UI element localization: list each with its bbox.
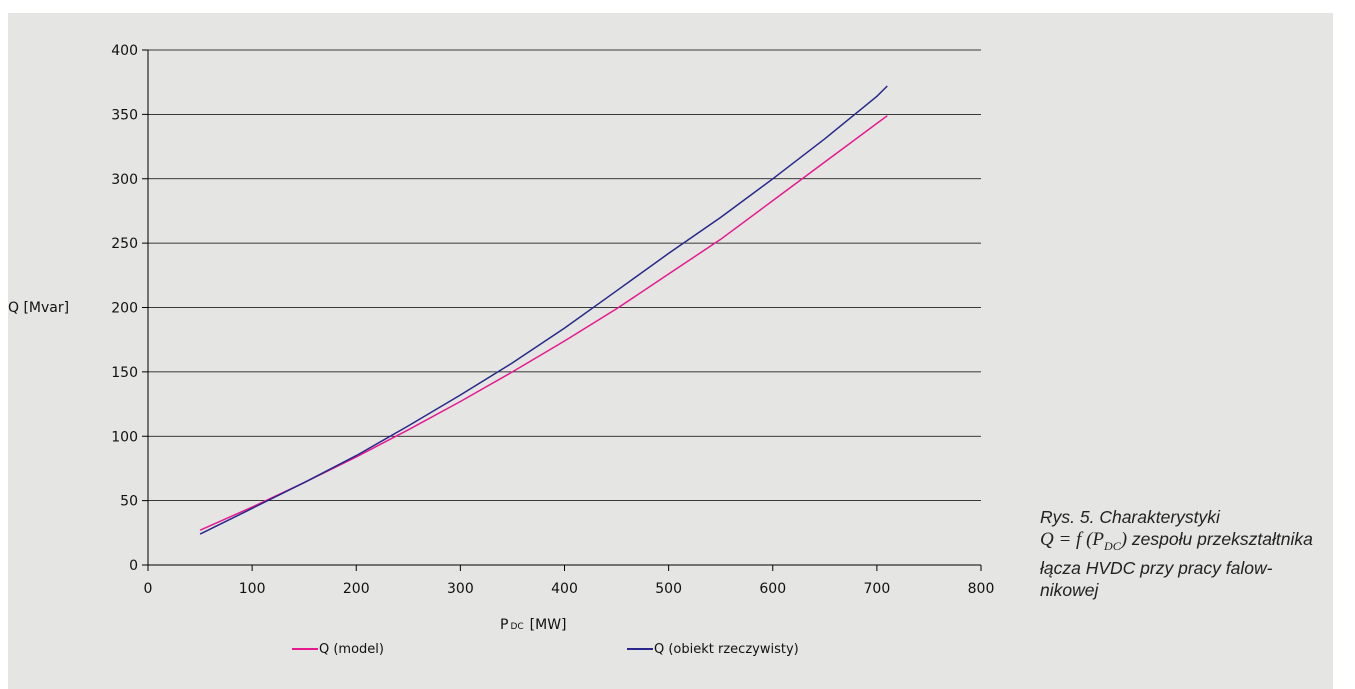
y-tick-label: 300 [111, 172, 138, 188]
y-axis-title: Q [Mvar] [8, 300, 69, 316]
y-tick-label: 100 [111, 429, 138, 445]
legend: Q (model) Q (obiekt rzeczywisty) [292, 642, 799, 657]
x-axis-title-symbol: P [500, 617, 508, 633]
x-tick-label: 500 [655, 581, 682, 597]
figure-caption: Rys. 5. Charakterystyki Q = f (PDC) zesp… [1040, 506, 1320, 601]
y-tick-label: 250 [111, 236, 138, 252]
caption-prefix: Rys. 5. Charakterystyki [1040, 507, 1220, 527]
x-tick-label: 700 [864, 581, 891, 597]
x-tick-label: 400 [551, 581, 578, 597]
caption-formula-mid: = f (P [1053, 529, 1105, 550]
series-line-real [199, 85, 888, 535]
caption-formula-end: ) [1120, 529, 1128, 550]
legend-label-real: Q (obiekt rzeczywisty) [654, 642, 799, 657]
caption-formula-q: Q [1040, 529, 1054, 550]
x-tick-label: 300 [447, 581, 474, 597]
y-tick-label: 0 [129, 558, 138, 574]
x-tick-label: 800 [968, 581, 995, 597]
chart: 0 50 100 150 200 250 300 350 400 0 100 200 300 400 500… [8, 43, 994, 657]
x-axis-title-unit: [MW] [530, 617, 567, 633]
caption-formula: Q = f (PDC) [1040, 529, 1128, 553]
y-tick-label: 150 [111, 365, 138, 381]
x-axis-title-subscript: DC [510, 622, 523, 632]
series-line-model [199, 115, 888, 531]
x-tick-label: 100 [239, 581, 266, 597]
grid-lines [148, 49, 981, 502]
series-lines [199, 85, 888, 535]
tick-labels: 0 50 100 150 200 250 300 350 400 0 100 200 300 400 500… [111, 43, 994, 597]
caption-suffix: zespołu przekształtnika łącza HVDC przy … [1040, 529, 1313, 600]
figure-panel: 0 50 100 150 200 250 300 350 400 0 100 200 300 400 500… [8, 13, 1333, 689]
y-tick-label: 400 [111, 43, 138, 59]
x-tick-label: 600 [759, 581, 786, 597]
y-tick-label: 200 [111, 301, 138, 317]
axes [142, 49, 982, 571]
x-axis-title: P DC [MW] [500, 617, 567, 633]
legend-label-model: Q (model) [319, 642, 384, 657]
y-tick-label: 350 [111, 107, 138, 123]
x-tick-label: 200 [343, 581, 370, 597]
y-tick-label: 50 [120, 494, 138, 510]
caption-formula-sub: DC [1104, 538, 1121, 553]
x-tick-label: 0 [144, 581, 153, 597]
